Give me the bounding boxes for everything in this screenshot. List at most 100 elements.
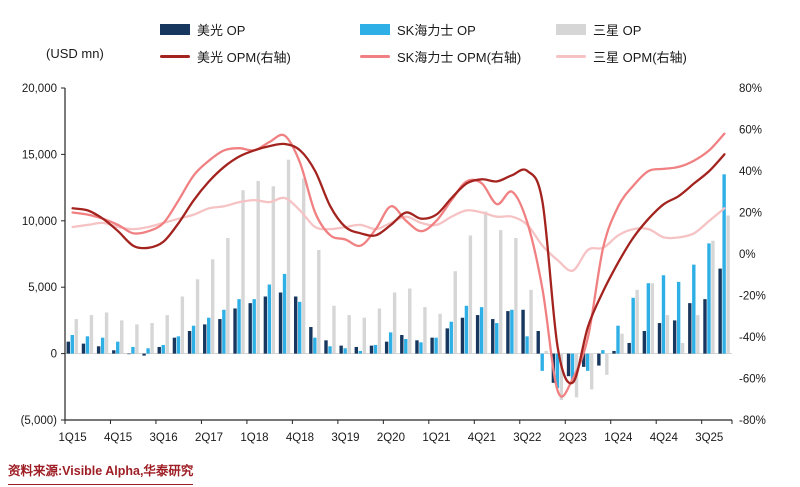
right-axis-tick-label: -80% (739, 415, 766, 427)
bar (646, 283, 651, 354)
bar (207, 317, 211, 354)
bar (248, 303, 252, 354)
source-note: 资料来源:Visible Alpha,华泰研究 (8, 460, 194, 485)
bar (415, 340, 419, 354)
right-axis-tick-label: 20% (739, 208, 762, 220)
bar (672, 320, 677, 354)
bar (453, 271, 457, 354)
bar (430, 337, 434, 354)
bar (445, 328, 449, 354)
bar (540, 353, 544, 371)
bar-series-0 (66, 268, 722, 383)
bar (642, 331, 647, 354)
right-axis-tick-label: 40% (739, 166, 762, 178)
x-axis-tick-label: 4Q24 (650, 432, 679, 444)
legend-label: SK海力士 OPM(右轴) (397, 49, 522, 65)
bar (203, 324, 207, 354)
bar (468, 235, 473, 354)
bar (373, 344, 378, 354)
bar (711, 240, 715, 354)
bar (612, 350, 616, 354)
bar (116, 341, 120, 354)
bar (495, 323, 499, 354)
bar (434, 337, 438, 354)
legend-item-line-2: 三星 OPM(右轴) (556, 47, 687, 65)
legend-item-line-0: 美光 OPM(右轴) (160, 47, 291, 65)
bar (449, 321, 453, 354)
bar (483, 211, 488, 354)
bar (81, 343, 86, 354)
bar (419, 342, 423, 354)
bar (499, 230, 503, 354)
bar (313, 337, 317, 354)
bar-series-1 (70, 174, 726, 389)
bar (267, 284, 272, 354)
bar (544, 350, 548, 354)
line-swatch (360, 54, 390, 58)
bar (96, 346, 101, 354)
bar (297, 301, 302, 354)
bar (309, 327, 313, 354)
bar (241, 190, 245, 354)
y-axis-tick-label: 20,000 (22, 83, 57, 95)
bar (66, 341, 70, 354)
bar (226, 238, 230, 354)
bar (127, 353, 131, 355)
bar (722, 174, 726, 354)
opm-line-sk (71, 132, 726, 398)
bar (324, 340, 328, 354)
bar (536, 331, 540, 354)
y-axis-tick-label: 15,000 (22, 149, 57, 161)
right-axis-tick-label: 80% (739, 83, 762, 95)
bar (566, 353, 571, 377)
x-axis-tick-label: 1Q21 (422, 432, 450, 444)
bar (89, 315, 94, 354)
y-axis-tick-label: 0 (51, 349, 57, 361)
bar (408, 288, 412, 354)
bar (150, 323, 154, 354)
legend-label: 美光 OPM(右轴) (197, 49, 291, 65)
bar (332, 305, 336, 354)
bar (661, 275, 666, 354)
bar (347, 315, 351, 354)
bar-series-2 (74, 159, 730, 401)
bar (354, 346, 359, 354)
x-axis-tick-label: 4Q21 (468, 432, 496, 444)
right-axis-tick-label: 60% (739, 125, 762, 137)
bar (317, 250, 321, 354)
y-axis-tick-label: 5,000 (28, 282, 57, 294)
x-axis-tick-label: 1Q15 (59, 432, 87, 444)
legend-row-bars: 美光 OP SK海力士 OP 三星 OP (0, 20, 800, 38)
bar (120, 320, 124, 354)
bar (510, 309, 514, 354)
bar (688, 303, 692, 354)
bar (100, 337, 105, 354)
opm-line-micron (71, 142, 726, 385)
legend-label: 三星 OP (593, 22, 642, 38)
bar (635, 289, 639, 354)
bar (301, 178, 306, 354)
bar (271, 186, 276, 354)
bar (616, 325, 620, 354)
bar (157, 346, 161, 354)
bar (676, 281, 681, 354)
x-axis-tick-label: 1Q18 (240, 432, 268, 444)
bar (70, 335, 74, 354)
bar (423, 307, 427, 354)
x-axis-tick-label: 2Q17 (195, 432, 223, 444)
bar (692, 264, 696, 354)
x-axis-tick-label: 2Q20 (377, 432, 405, 444)
bar (369, 345, 374, 354)
bar (176, 336, 181, 354)
legend-label: 美光 OP (197, 22, 246, 38)
x-axis-tick-label: 2Q23 (559, 432, 587, 444)
bar (589, 353, 594, 390)
y-axis-tick-label: (5,000) (21, 415, 58, 427)
bar (256, 180, 260, 354)
x-axis-tick-label: 3Q19 (331, 432, 359, 444)
legend-label: 三星 OPM(右轴) (593, 49, 687, 65)
bar (627, 342, 631, 354)
bar (464, 305, 469, 354)
bar (278, 292, 283, 354)
bar (165, 315, 169, 354)
